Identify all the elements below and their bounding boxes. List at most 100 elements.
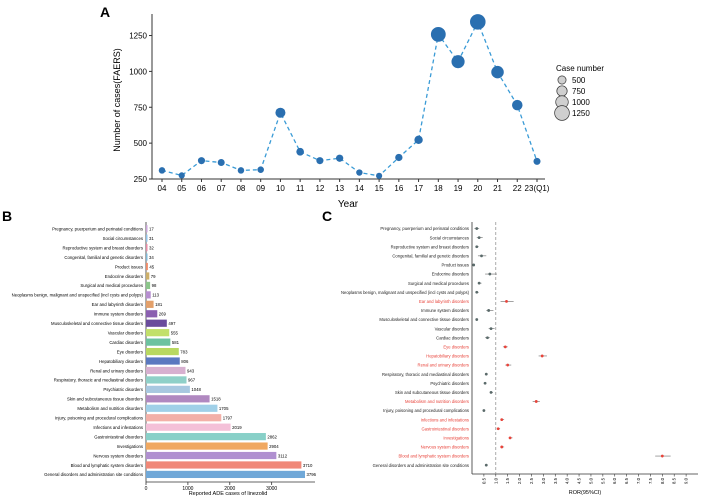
b-value-label: 783: [180, 349, 188, 354]
a-data-point: [158, 167, 166, 174]
c-category-label: Pregnancy, puerperium and perinatal cond…: [380, 226, 469, 231]
b-category-label: Gastrointestinal disorders: [94, 434, 143, 439]
b-value-label: 1048: [191, 387, 201, 392]
c-ror-point: [540, 354, 544, 358]
a-data-point: [316, 157, 324, 165]
b-category-label: Neoplasms benign, malignant and unspecif…: [12, 293, 144, 298]
c-ror-point: [484, 463, 488, 467]
c-ror-point: [500, 445, 504, 449]
a-legend-label: 500: [572, 76, 586, 85]
c-ror-point: [475, 245, 479, 249]
c-category-label: Surgical and medical procedures: [408, 281, 469, 286]
c-ror-point: [472, 263, 476, 267]
b-value-label: 2904: [269, 444, 279, 449]
b-bar: [146, 244, 148, 252]
b-category-label: Musculoskeletal and connective tissue di…: [51, 321, 143, 326]
c-ror-point: [477, 236, 481, 240]
c-category-label: Immune system disorders: [421, 308, 469, 313]
a-legend-label: 1250: [572, 109, 590, 118]
c-x-tick-label: 8.5: [672, 477, 677, 484]
c-ror-point: [508, 436, 512, 440]
b-category-label: Respiratory, thoracic and mediastinal di…: [54, 378, 143, 383]
c-category-label: Injury, poisoning and procedural complic…: [383, 408, 469, 413]
b-value-label: 3710: [303, 463, 313, 468]
b-value-label: 79: [151, 274, 156, 279]
c-category-label: Investigations: [443, 435, 469, 440]
a-data-point: [257, 166, 264, 173]
b-value-label: 32: [149, 245, 154, 250]
c-x-tick-label: 6.0: [612, 477, 617, 484]
c-category-label: Cardiac disorders: [436, 335, 469, 340]
b-category-label: Pregnancy, puerperium and perinatal cond…: [52, 227, 143, 232]
c-x-tick-label: 4.5: [577, 477, 582, 484]
b-bar: [146, 225, 148, 233]
b-bar: [146, 423, 231, 431]
c-ror-point: [475, 290, 479, 294]
c-category-label: Product issues: [442, 263, 469, 268]
b-category-label: Immune system disorders: [94, 312, 143, 317]
b-value-label: 967: [188, 378, 196, 383]
b-bar: [146, 357, 180, 365]
b-category-label: Eye disorders: [117, 349, 143, 354]
a-data-point: [237, 167, 245, 174]
a-data-point: [178, 172, 185, 179]
c-x-tick-label: 9.0: [684, 477, 689, 484]
b-category-label: Blood and lymphatic system disorders: [71, 463, 143, 468]
c-x-tick-label: 7.5: [648, 477, 653, 484]
b-value-label: 497: [168, 321, 176, 326]
b-x-tick-label: 1000: [182, 486, 193, 492]
c-x-tick-label: 5.0: [588, 477, 593, 484]
b-bar: [146, 234, 148, 242]
c-category-label: Eye disorders: [443, 344, 469, 349]
b-bar: [146, 291, 151, 299]
b-category-label: Nervous system disorders: [93, 453, 143, 458]
a-legend-swatch: [557, 75, 567, 85]
b-value-label: 1797: [223, 416, 233, 421]
c-ror-point: [505, 299, 508, 303]
b-bar: [146, 319, 167, 327]
c-ror-point: [489, 390, 493, 394]
b-category-label: Vascular disorders: [108, 330, 143, 335]
c-category-label: Respiratory, thoracic and mediastinal di…: [382, 372, 469, 377]
c-category-label: Gastrointestinal disorders: [422, 426, 469, 431]
b-bar: [146, 253, 148, 261]
b-value-label: 581: [172, 340, 180, 345]
a-legend-title: Case number: [556, 64, 604, 73]
b-bar: [146, 461, 302, 469]
b-bar: [146, 338, 171, 346]
a-data-point: [414, 135, 423, 145]
b-value-label: 3112: [278, 453, 288, 458]
a-data-point: [512, 99, 523, 111]
c-ror-point: [487, 309, 491, 312]
a-data-point: [376, 172, 383, 179]
b-bar: [146, 272, 150, 280]
b-bar: [146, 470, 305, 479]
b-value-label: 34: [149, 255, 154, 260]
a-x-tick-label: 09: [256, 184, 265, 193]
a-data-point: [395, 153, 403, 162]
a-x-tick-label: 05: [177, 184, 186, 193]
c-ror-point: [489, 327, 493, 331]
b-value-label: 45: [149, 264, 154, 269]
a-x-tick-label: 10: [276, 184, 285, 193]
a-y-tick-label: 1250: [129, 32, 147, 41]
b-value-label: 806: [181, 359, 189, 364]
c-category-label: Reproductive system and breast disorders: [391, 244, 469, 249]
c-category-label: Infections and infestations: [421, 417, 469, 422]
b-category-label: Renal and urinary disorders: [90, 368, 143, 373]
c-ror-point: [500, 418, 504, 422]
b-x-tick-label: 3000: [266, 486, 277, 492]
c-ror-point: [660, 454, 664, 458]
b-category-label: Reproductive system and breast disorders: [63, 245, 144, 250]
a-series: [158, 14, 541, 179]
b-x-tick-label: 2000: [224, 486, 235, 492]
b-category-label: Injury, poisoning and procedural complic…: [55, 416, 143, 421]
b-value-label: 1518: [211, 397, 221, 402]
b-value-label: 98: [152, 283, 157, 288]
b-category-label: General disorders and administration sit…: [44, 472, 143, 477]
b-bar: [146, 347, 179, 356]
a-y-tick-label: 250: [134, 175, 148, 184]
a-y-tick-label: 500: [134, 139, 148, 148]
c-category-label: Ear and labyrinth disorders: [419, 299, 469, 304]
c-category-label: Endocrine disorders: [432, 272, 469, 277]
